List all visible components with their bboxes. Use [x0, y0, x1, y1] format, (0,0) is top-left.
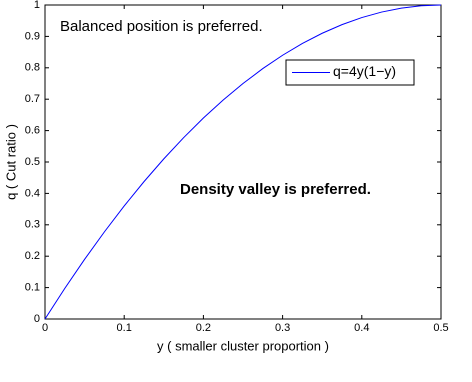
- y-tick-label: 0.1: [25, 282, 40, 294]
- y-tick-label: 0.6: [25, 125, 40, 137]
- y-tick-label: 0: [34, 313, 40, 325]
- line: [44, 4, 442, 320]
- annotation: Density valley is preferred.: [180, 181, 371, 198]
- x-tick-label: 0.4: [354, 322, 369, 334]
- y-tick-label: 0.8: [25, 62, 40, 74]
- x-tick-label: 0: [42, 322, 48, 334]
- y-tick-label: 0.7: [25, 93, 40, 105]
- plot-frame: [44, 4, 442, 320]
- x-tick-label: 0.3: [275, 322, 290, 334]
- x-tick-label: 0.5: [433, 322, 448, 334]
- y-tick-label: 1: [34, 0, 40, 11]
- x-tick-label: 0.2: [196, 322, 211, 334]
- y-tick-label: 0.4: [25, 187, 40, 199]
- x-tick-label: 0.1: [117, 322, 132, 334]
- y-tick-label: 0.3: [25, 219, 40, 231]
- annotation: Balanced position is preferred.: [60, 18, 263, 35]
- x-axis-label: y ( smaller cluster proportion ): [157, 338, 329, 353]
- y-tick-label: 0.9: [25, 30, 40, 42]
- legend-label: q=4y(1−y): [333, 63, 396, 79]
- y-tick-label: 0.5: [25, 156, 40, 168]
- y-axis-label: q ( Cut ratio ): [3, 124, 18, 200]
- y-tick-label: 0.2: [25, 250, 40, 262]
